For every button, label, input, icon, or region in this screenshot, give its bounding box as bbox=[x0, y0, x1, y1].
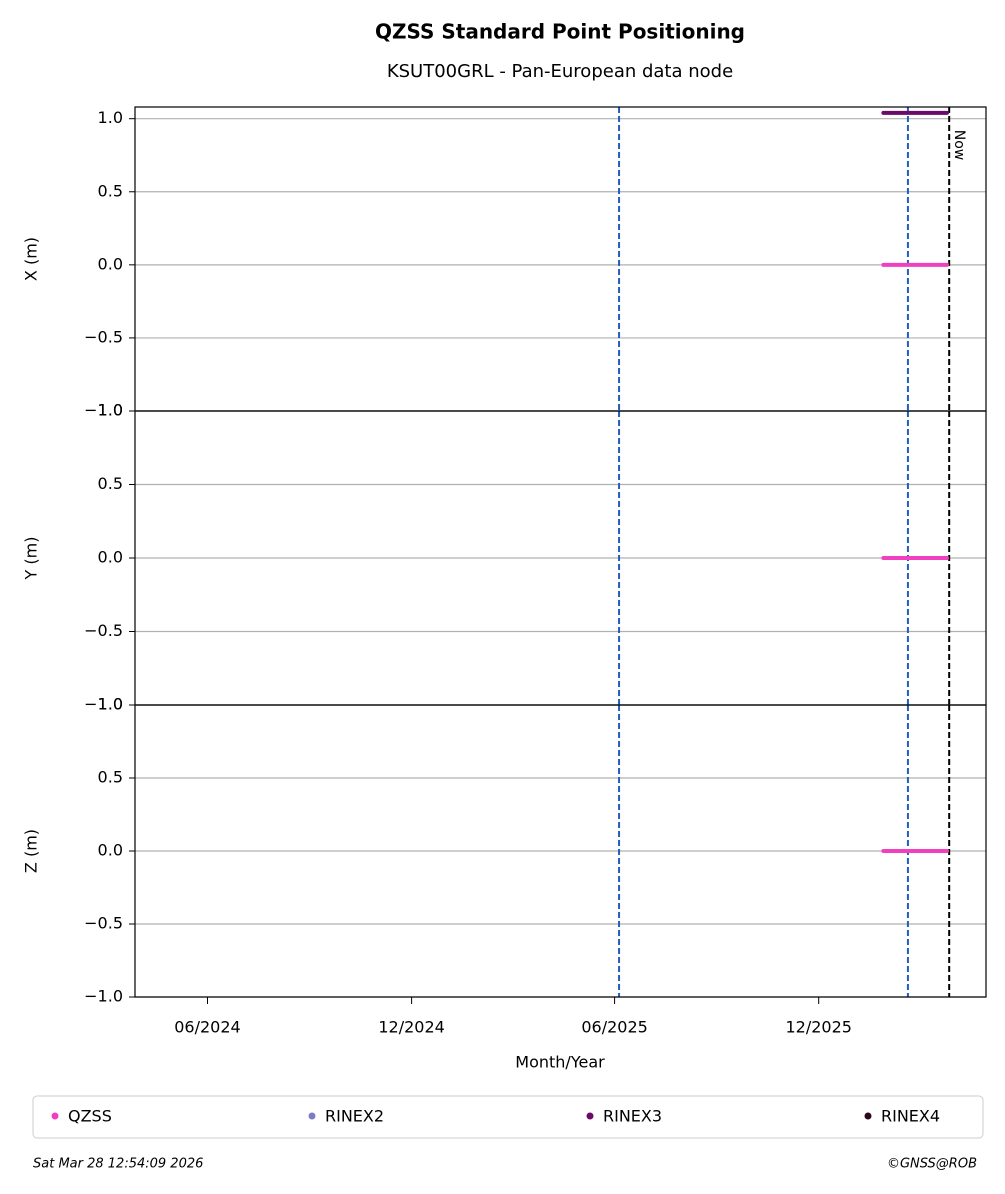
legend-marker bbox=[308, 1112, 316, 1120]
y-axis-label: X (m) bbox=[22, 237, 41, 281]
y-tick-label: 1.0 bbox=[98, 695, 123, 714]
y-tick-label: −0.5 bbox=[84, 914, 123, 933]
legend-marker bbox=[586, 1112, 594, 1120]
y-tick-label: 0.0 bbox=[98, 548, 123, 567]
y-tick-label: 0.5 bbox=[98, 181, 123, 200]
x-tick-label: 06/2024 bbox=[174, 1018, 240, 1037]
y-tick-label: 1.0 bbox=[98, 108, 123, 127]
legend-marker bbox=[864, 1112, 872, 1120]
legend-label: RINEX2 bbox=[325, 1107, 384, 1126]
legend-label: QZSS bbox=[68, 1107, 112, 1126]
x-tick-label: 12/2024 bbox=[378, 1018, 444, 1037]
now-label: Now bbox=[951, 130, 967, 161]
x-axis-label: Month/Year bbox=[515, 1053, 605, 1072]
x-tick-label: 12/2025 bbox=[785, 1018, 851, 1037]
y-tick-label: 1.0 bbox=[98, 401, 123, 420]
y-tick-label: 0.5 bbox=[98, 768, 123, 787]
chart-subtitle: KSUT00GRL - Pan-European data node bbox=[387, 61, 733, 82]
legend-box bbox=[32, 1095, 984, 1139]
legend-label: RINEX4 bbox=[881, 1107, 940, 1126]
y-tick-label: −1.0 bbox=[84, 987, 123, 1006]
footer-date: Sat Mar 28 12:54:09 2026 bbox=[33, 1157, 203, 1172]
panel-frame bbox=[134, 106, 987, 412]
legend-label: RINEX3 bbox=[603, 1107, 662, 1126]
y-tick-label: −0.5 bbox=[84, 327, 123, 346]
y-tick-label: −0.5 bbox=[84, 621, 123, 640]
y-tick-label: 0.0 bbox=[98, 841, 123, 860]
chart-title: QZSS Standard Point Positioning bbox=[375, 20, 745, 44]
y-axis-label: Y (m) bbox=[22, 537, 41, 581]
y-tick-label: −1.0 bbox=[84, 401, 123, 420]
footer-credit: ©GNSS@ROB bbox=[887, 1157, 977, 1172]
y-tick-label: −1.0 bbox=[84, 695, 123, 714]
legend-marker bbox=[51, 1112, 59, 1120]
x-tick-label: 06/2025 bbox=[581, 1018, 647, 1037]
panel-frame bbox=[134, 704, 987, 998]
y-axis-label: Z (m) bbox=[22, 829, 41, 873]
y-tick-label: 0.0 bbox=[98, 254, 123, 273]
y-tick-label: 0.5 bbox=[98, 474, 123, 493]
